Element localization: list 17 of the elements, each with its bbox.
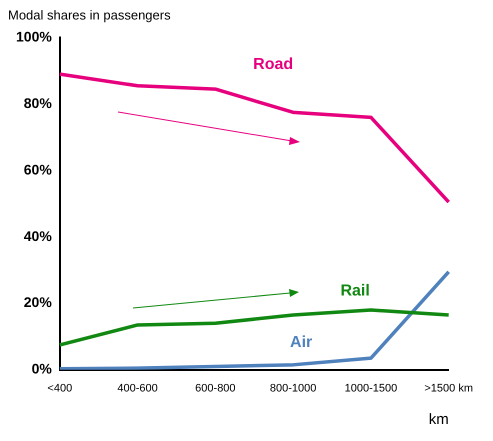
x-tick-label: <400 xyxy=(47,382,72,394)
x-tick-label: 1000-1500 xyxy=(344,382,398,394)
series-label: Road xyxy=(253,56,294,73)
x-tick-label: 600-800 xyxy=(195,382,236,394)
y-tick-label: 20% xyxy=(24,294,52,310)
series-label: Air xyxy=(290,334,312,352)
chart-title: Modal shares in passengers xyxy=(8,7,172,22)
y-tick-label: 60% xyxy=(24,161,52,178)
x-tick-label: >1500 km xyxy=(424,382,474,394)
y-tick-label: 100% xyxy=(16,28,52,44)
y-tick-label: 80% xyxy=(24,94,52,111)
series-label: Rail xyxy=(340,282,370,300)
x-tick-label: 800-1000 xyxy=(270,382,316,394)
y-tick-label: 0% xyxy=(32,360,52,377)
x-axis-title: km xyxy=(428,411,449,428)
y-tick-label: 40% xyxy=(24,228,52,244)
x-tick-label: 400-600 xyxy=(117,382,158,394)
